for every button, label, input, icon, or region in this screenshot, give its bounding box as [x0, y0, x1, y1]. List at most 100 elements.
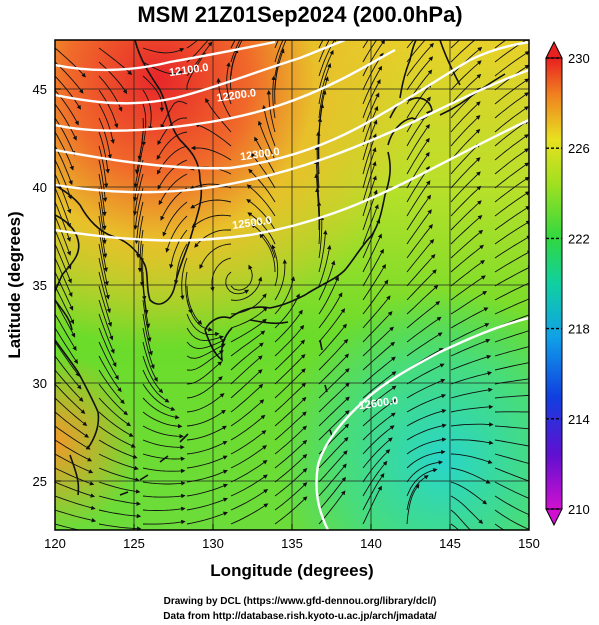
streamline — [362, 161, 377, 203]
contour-line — [55, 40, 346, 105]
streamline — [142, 481, 186, 486]
streamline — [362, 437, 393, 469]
streamline — [494, 148, 529, 175]
streamline — [55, 439, 93, 462]
streamline — [262, 104, 276, 147]
streamline — [450, 291, 488, 315]
streamline — [494, 523, 505, 530]
streamline — [186, 376, 223, 399]
streamline — [254, 136, 276, 175]
streamline — [157, 159, 188, 190]
streamline — [450, 387, 493, 399]
streamline — [274, 482, 308, 511]
streamline — [142, 383, 176, 411]
streamline — [406, 96, 431, 133]
streamline — [450, 354, 492, 371]
streamline — [318, 476, 346, 511]
streamline — [160, 100, 188, 129]
streamline — [274, 439, 308, 469]
streamline — [225, 271, 250, 295]
streamline — [450, 40, 476, 63]
streamline — [230, 459, 268, 483]
streamline — [362, 79, 381, 119]
streamline — [186, 40, 199, 49]
streamline — [142, 313, 153, 356]
streamline — [450, 338, 491, 357]
streamline — [450, 185, 482, 217]
streamline — [98, 383, 129, 416]
streamline — [362, 311, 393, 343]
x-tick-label: 130 — [202, 536, 224, 551]
streamline — [318, 368, 350, 399]
streamline — [259, 233, 276, 273]
streamline — [362, 295, 391, 329]
streamline — [494, 120, 529, 147]
streamline — [169, 229, 188, 269]
streamline — [318, 353, 350, 385]
streamline — [450, 229, 484, 259]
streamline — [186, 361, 223, 385]
x-tick-label: 145 — [439, 536, 461, 551]
streamline — [494, 78, 529, 105]
colorbar-tick-label: 210 — [568, 502, 590, 517]
chart-title: MSM 21Z01Sep2024 (200.0hPa) — [137, 2, 462, 27]
streamline — [55, 75, 82, 110]
contour-line — [55, 48, 396, 132]
streamline — [406, 239, 435, 273]
colorbar-bottom-triangle — [545, 508, 563, 527]
streamline — [186, 497, 228, 511]
streamline — [450, 60, 482, 91]
streamline — [55, 523, 81, 530]
streamline — [274, 276, 296, 315]
streamline — [98, 187, 107, 231]
streamline — [55, 215, 72, 256]
streamline — [55, 383, 86, 415]
streamline — [226, 61, 232, 105]
streamline — [494, 176, 529, 203]
streamline — [257, 120, 276, 161]
contour-line — [55, 40, 276, 72]
streamline — [134, 201, 144, 245]
streamline — [55, 425, 91, 450]
streamline — [142, 271, 149, 315]
streamline — [230, 430, 267, 455]
streamline — [274, 468, 308, 497]
x-tick-label: 120 — [44, 536, 66, 551]
streamline — [142, 439, 185, 450]
streamline — [494, 134, 529, 161]
streamline — [55, 285, 75, 325]
streamline — [318, 40, 324, 49]
streamline — [142, 425, 184, 439]
streamline — [406, 194, 432, 231]
streamline — [186, 483, 228, 497]
streamline — [450, 215, 483, 245]
colorbar-tick-label: 222 — [568, 231, 590, 246]
streamline — [318, 323, 347, 357]
streamline — [362, 133, 377, 175]
streamline — [246, 199, 276, 231]
streamline — [98, 439, 138, 459]
contour-label: 12600.0 — [358, 395, 399, 412]
streamline — [406, 409, 447, 427]
streamline — [98, 453, 139, 471]
streamline — [494, 51, 529, 77]
x-tick-label: 125 — [123, 536, 145, 551]
streamline — [274, 411, 307, 441]
streamline — [98, 467, 140, 482]
streamline — [229, 48, 239, 91]
streamline — [230, 330, 266, 357]
streamline — [230, 40, 241, 63]
streamline — [406, 40, 426, 63]
streamline — [494, 265, 529, 287]
y-axis-ticks: 25 30 35 40 45 — [33, 82, 61, 489]
colorbar: 210 214 218 222 226 230 — [545, 40, 590, 527]
streamline — [318, 244, 332, 287]
streamline — [186, 409, 226, 427]
streamline — [55, 397, 88, 427]
streamline — [205, 98, 232, 133]
streamline — [98, 159, 108, 203]
streamline — [55, 173, 72, 214]
streamline — [494, 92, 529, 119]
streamline — [450, 275, 486, 301]
streamline — [406, 56, 434, 91]
